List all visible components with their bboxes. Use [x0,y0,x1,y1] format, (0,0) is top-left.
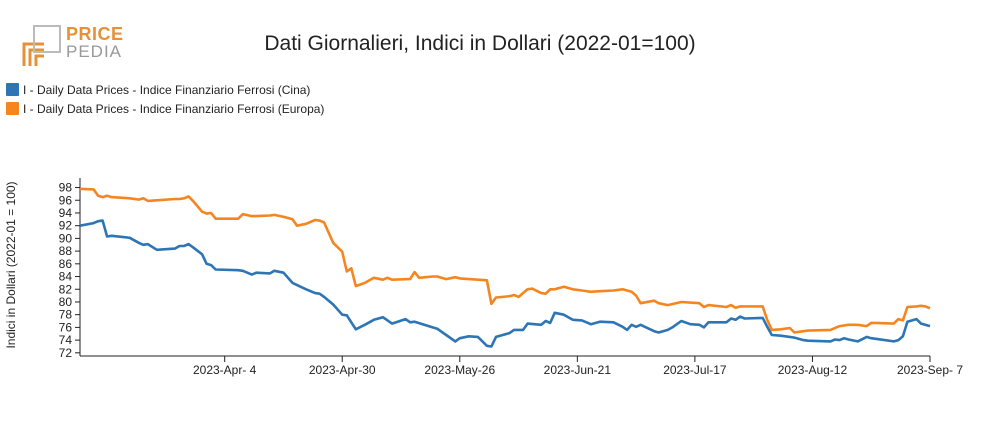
logo-pedia-text: PEDIA [66,42,123,61]
legend-label-europa: I - Daily Data Prices - Indice Finanziar… [23,101,325,116]
x-tick-label: 2023-Jul-17 [663,363,727,377]
legend-swatch-europa [6,102,19,115]
x-tick-label: 2023-Jun-21 [544,363,612,377]
series-layer [79,187,931,348]
legend-item-cina[interactable]: I - Daily Data Prices - Indice Finanziar… [6,80,324,99]
legend-label-cina: I - Daily Data Prices - Indice Finanziar… [23,82,311,97]
y-tick-label: 82 [59,282,73,296]
y-tick-label: 92 [59,219,73,233]
legend-item-europa[interactable]: I - Daily Data Prices - Indice Finanziar… [6,99,324,118]
logo-mark-icon [22,25,61,66]
y-tick-label: 94 [59,206,73,220]
legend-swatch-cina [6,83,19,96]
x-tick-label: 2023-Apr-30 [309,363,376,377]
y-tick-label: 72 [59,346,73,360]
y-tick-label: 76 [59,320,73,334]
chart-legend: I - Daily Data Prices - Indice Finanziar… [6,80,324,118]
x-tick-label: 2023-Apr- 4 [193,363,257,377]
y-tick-label: 88 [59,244,73,258]
y-tick-label: 80 [59,295,73,309]
y-tick-label: 96 [59,193,73,207]
y-tick-label: 98 [59,181,73,195]
logo-price-text: PRICE [66,24,124,44]
series-line-cina [79,219,931,348]
x-tick-label: 2023-Sep- 7 [897,363,963,377]
y-tick-label: 84 [59,270,73,284]
x-tick-label: 2023-May-26 [424,363,495,377]
y-tick-label: 90 [59,231,73,245]
y-tick-label: 86 [59,257,73,271]
series-line-europa [79,187,931,334]
y-tick-label: 74 [59,333,73,347]
chart-title: Dati Giornalieri, Indici in Dollari (202… [264,32,696,55]
y-axis-label: Indici in Dollari (2022-01 = 100) [4,181,18,348]
x-tick-label: 2023-Aug-12 [778,363,848,377]
y-tick-label: 78 [59,308,73,322]
x-axis: 2023-Apr- 4 2023-Apr-30 2023-May-26 2023-Ju… [80,355,963,377]
pricepedia-logo: PRICE PEDIA [20,24,130,70]
